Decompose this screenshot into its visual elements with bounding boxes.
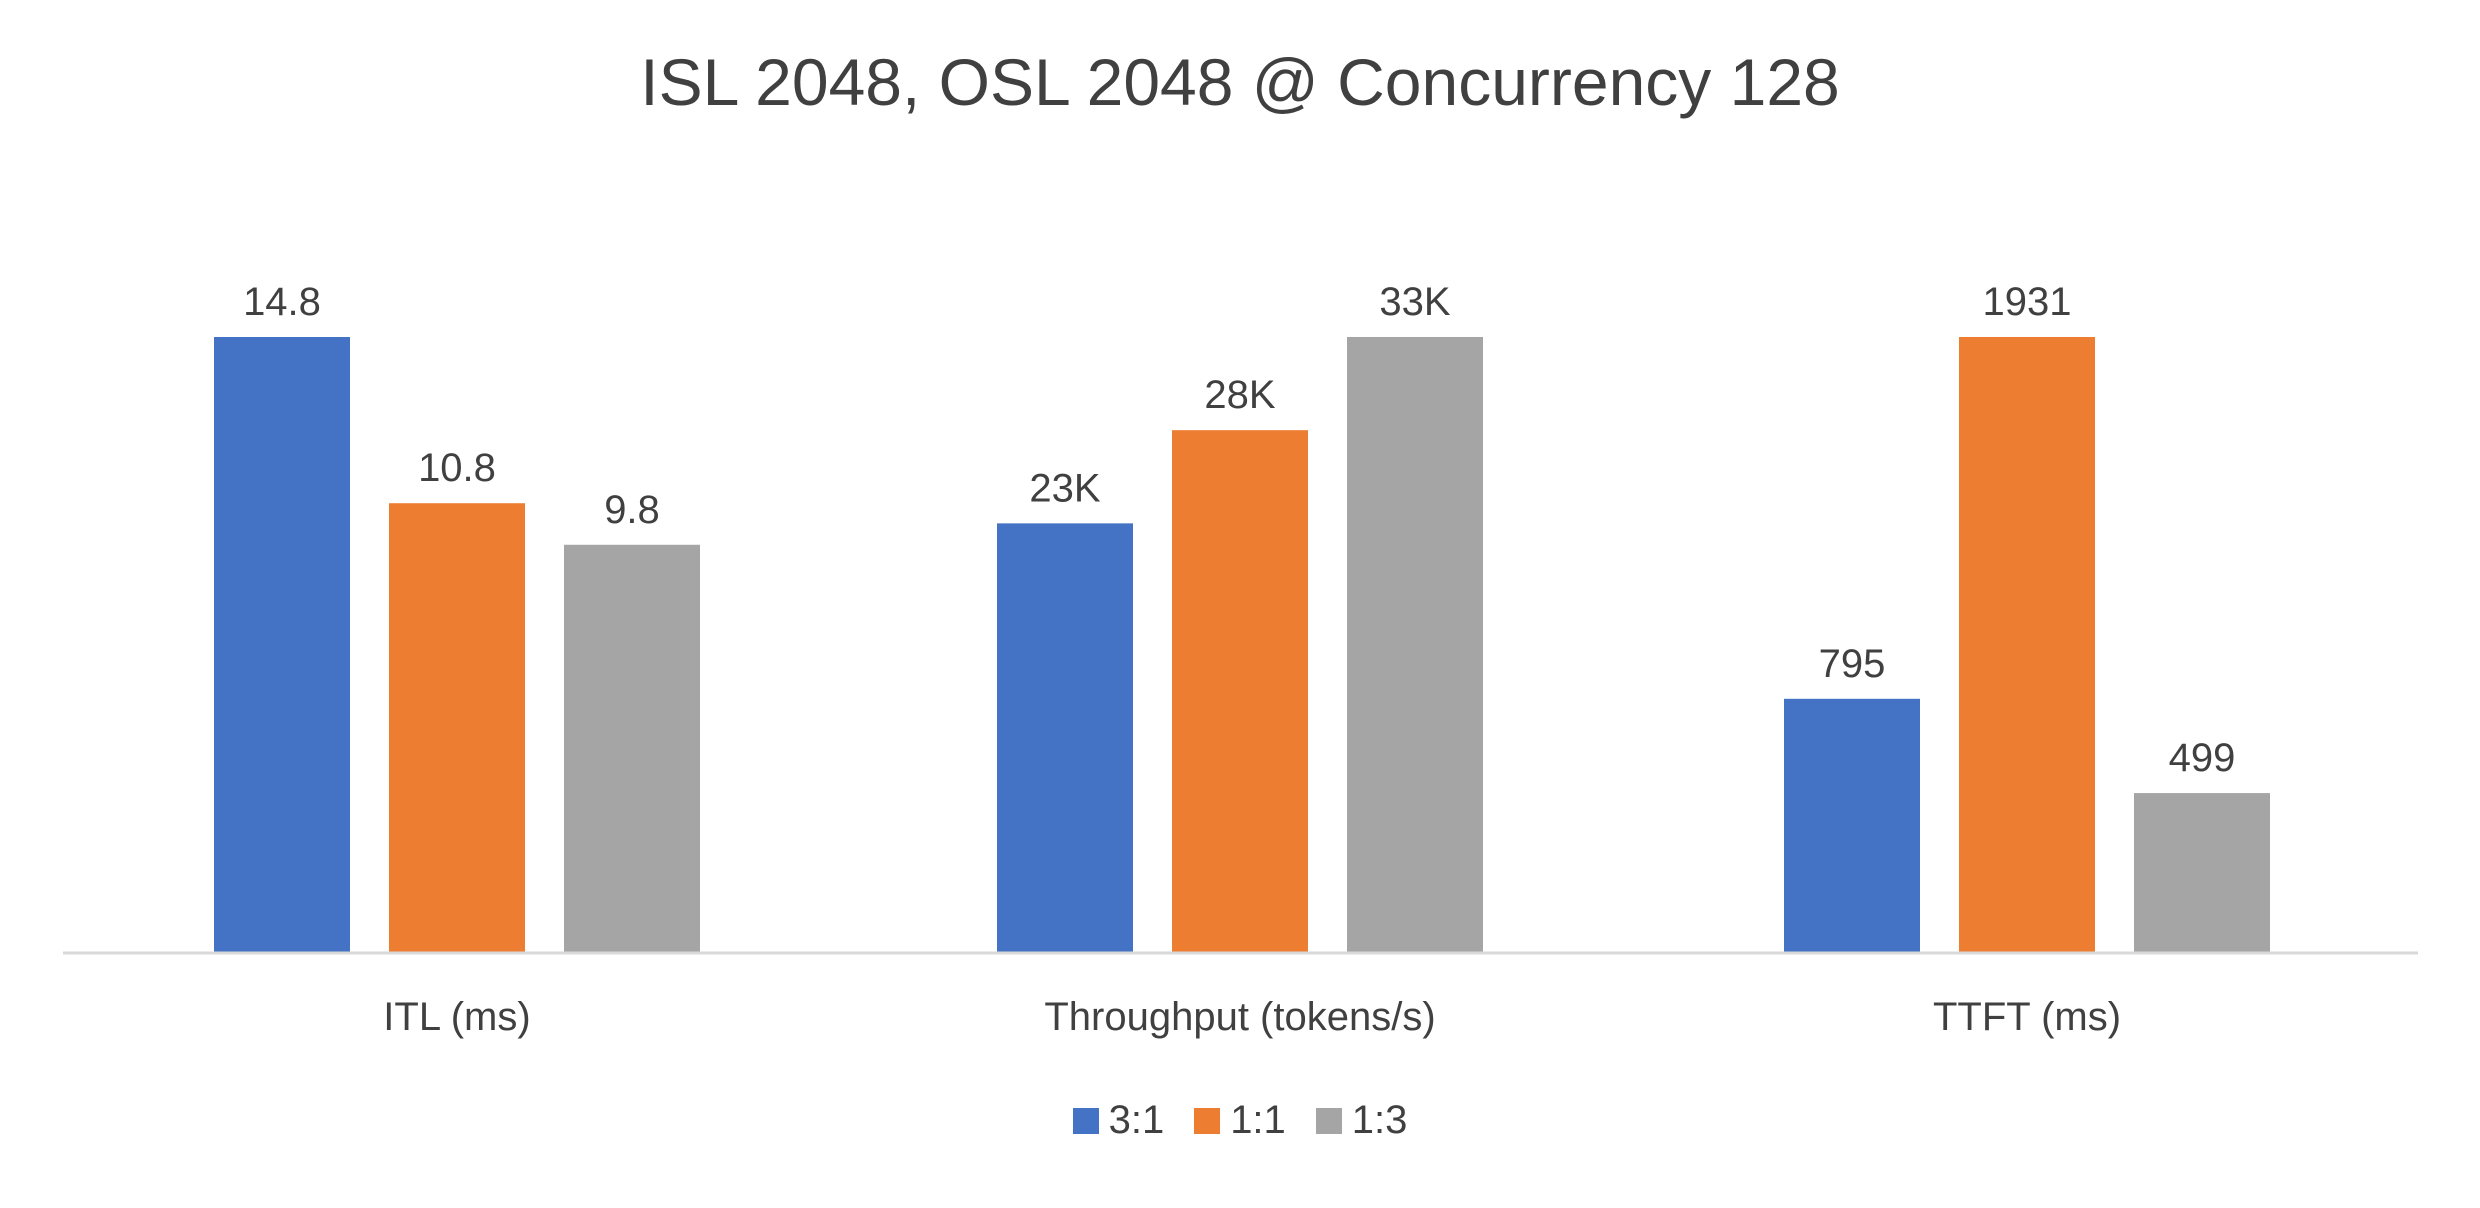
bar-1-1-cat-1[interactable] [1172,430,1308,952]
bar-1-1-cat-2[interactable] [1959,337,2095,952]
legend-label-1-1: 1:1 [1230,1098,1286,1142]
legend-item-3-1[interactable]: 3:1 [1072,1098,1165,1143]
data-label-1-1-cat-1: 28K [1204,373,1275,417]
legend-item-1-3[interactable]: 1:3 [1315,1098,1408,1143]
data-label-1-1-cat-2: 1931 [1983,280,2072,324]
legend: 3:1 1:1 1:3 [0,1098,2480,1143]
bar-1-1-cat-0[interactable] [389,503,525,952]
data-label-1-3-cat-1: 33K [1379,280,1450,324]
category-label-1: Throughput (tokens/s) [1044,995,1435,1039]
legend-swatch-1-1 [1194,1107,1221,1134]
data-label-1-3-cat-2: 499 [2169,736,2236,780]
data-label-3-1-cat-0: 14.8 [243,280,321,324]
bar-1-3-cat-0[interactable] [564,544,700,952]
data-label-1-3-cat-0: 9.8 [604,488,660,532]
bar-3-1-cat-2[interactable] [1784,698,1920,952]
bars-layer [214,337,2270,952]
bar-1-3-cat-1[interactable] [1347,337,1483,952]
labels-layer: 14.8 10.8 9.8 ITL (ms) 23K 28K 33K Throughput (… [243,280,2235,1039]
legend-swatch-1-3 [1315,1107,1342,1134]
data-label-3-1-cat-2: 795 [1819,642,1886,686]
category-label-2: TTFT (ms) [1933,995,2121,1039]
legend-label-1-3: 1:3 [1351,1098,1408,1142]
bar-3-1-cat-1[interactable] [997,523,1133,952]
legend-label-3-1: 3:1 [1108,1098,1165,1142]
bar-1-3-cat-2[interactable] [2134,793,2270,952]
legend-item-1-1[interactable]: 1:1 [1194,1098,1286,1143]
chart-title: ISL 2048, OSL 2048 @ Concurrency 128 [640,45,1840,119]
legend-swatch-3-1 [1072,1107,1099,1134]
data-label-3-1-cat-1: 23K [1029,466,1100,510]
bar-3-1-cat-0[interactable] [214,337,350,952]
category-label-0: ITL (ms) [383,995,530,1039]
data-label-1-1-cat-0: 10.8 [418,446,496,490]
